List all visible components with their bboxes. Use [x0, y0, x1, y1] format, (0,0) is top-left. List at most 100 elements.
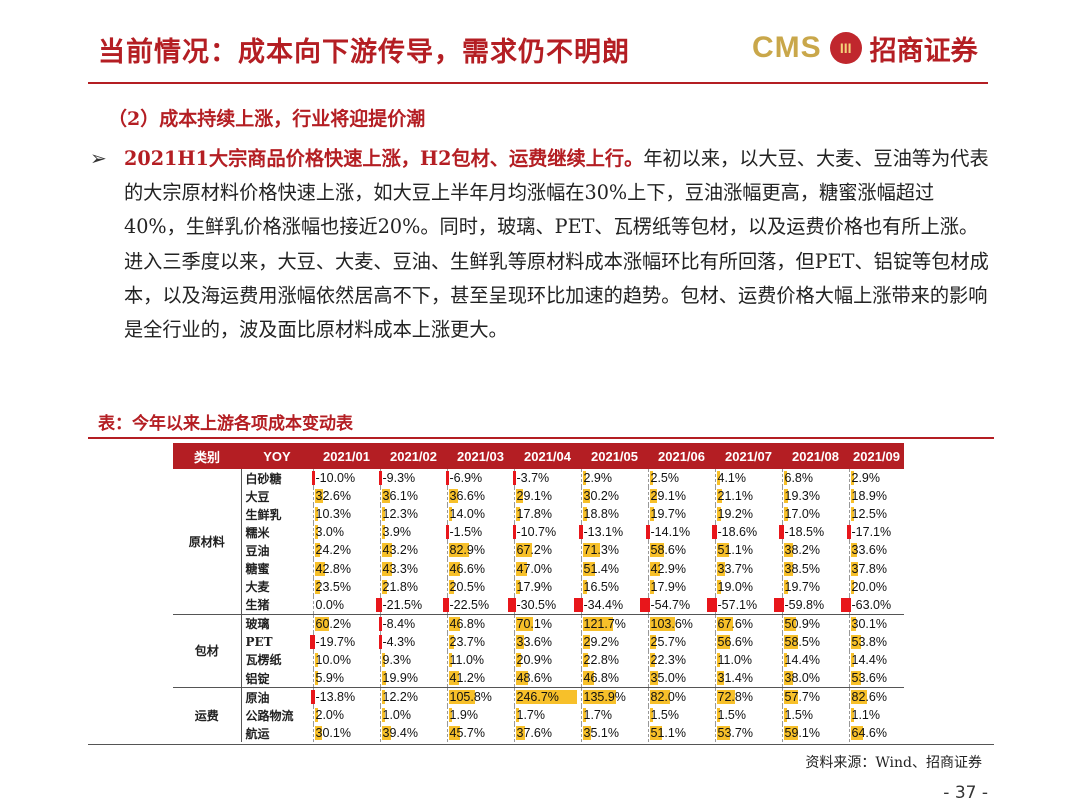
value-cell: 29.2% [580, 632, 648, 651]
item-label: 豆油 [245, 543, 270, 558]
value-cell: 30.1% [848, 613, 904, 633]
value-text: 1.0% [382, 708, 412, 723]
value-cell: 23.5% [312, 577, 380, 596]
value-cell: -63.0% [840, 595, 904, 615]
value-cell: -59.8% [773, 595, 849, 615]
data-bar [448, 616, 461, 631]
value-cell: 33.7% [714, 559, 782, 578]
value-text: 50.9% [784, 616, 820, 631]
data-bar [515, 652, 521, 667]
data-bar [445, 471, 449, 486]
value-cell: 43.2% [379, 541, 447, 560]
value-text: 1.5% [650, 708, 680, 723]
value-text: 43.3% [382, 561, 418, 576]
data-bar [716, 507, 722, 522]
data-bar [840, 597, 851, 612]
data-bar [311, 690, 315, 705]
data-bar [381, 652, 385, 667]
data-bar [850, 671, 862, 686]
value-cell: 41.2% [446, 669, 514, 688]
value-text: -1.5% [449, 525, 483, 540]
value-cell: -8.4% [378, 613, 447, 633]
value-text: 57.7% [784, 690, 820, 705]
value-cell: 38.0% [781, 669, 849, 688]
value-text: -6.9% [449, 471, 483, 486]
value-text: 105.8% [449, 690, 492, 705]
value-cell: 53.8% [848, 632, 904, 651]
data-bar [582, 671, 595, 686]
value-text: 29.1% [650, 489, 686, 504]
value-text: -13.1% [583, 525, 624, 540]
value-cell: 10.3% [312, 505, 380, 524]
data-bar [314, 507, 318, 522]
data-bar [381, 671, 387, 686]
header-divider [88, 82, 988, 84]
value-cell: 19.7% [647, 505, 715, 524]
value-text: 29.1% [516, 489, 552, 504]
value-cell: -13.8% [311, 687, 380, 707]
data-bar [515, 579, 520, 594]
bullet-arrow-icon: ➢ [90, 146, 107, 170]
value-text: 41.2% [449, 671, 485, 686]
value-text: 36.1% [382, 489, 418, 504]
value-cell: 35.0% [647, 669, 715, 688]
table-title: 表：今年以来上游各项成本变动表 [98, 414, 353, 434]
value-cell: -3.7% [512, 469, 581, 488]
value-cell: 103.6% [647, 613, 715, 633]
value-cell: 121.7% [580, 613, 648, 633]
value-cell: 3.9% [379, 523, 447, 542]
value-text: 2.9% [583, 471, 613, 486]
data-bar [646, 525, 650, 540]
value-cell: 1.0% [379, 706, 447, 725]
data-bar [582, 708, 586, 723]
data-bar [778, 525, 784, 540]
value-cell: 19.2% [714, 505, 782, 524]
value-text: 3.0% [315, 525, 345, 540]
value-cell: 36.6% [446, 487, 514, 506]
value-text: 14.0% [449, 507, 485, 522]
value-cell: 10.0% [312, 650, 380, 670]
value-cell: 14.4% [848, 650, 904, 670]
data-bar [783, 634, 798, 649]
data-bar [448, 690, 475, 705]
value-text: 3.9% [382, 525, 412, 540]
value-cell: -4.3% [378, 632, 447, 651]
value-cell: 17.0% [781, 505, 849, 524]
value-cell: 23.7% [446, 632, 514, 651]
item-label: 白砂糖 [245, 471, 282, 486]
data-bar [448, 507, 452, 522]
data-bar [716, 616, 734, 631]
value-cell: 22.8% [580, 650, 648, 670]
data-bar [448, 579, 454, 594]
paragraph-body: 年初以来，以大豆、大麦、豆油等为代表的大宗原材料价格快速上涨，如大豆上半年月均涨… [124, 147, 989, 342]
value-text: -10.7% [516, 525, 557, 540]
data-bar [381, 690, 385, 705]
value-text: 67.2% [516, 543, 552, 558]
value-text: 42.8% [315, 561, 351, 576]
table-body: 原材料 白砂糖 -10.0% -9.3% -6.9% -3.7% 2.9% 2.5% 4.1% 6… [173, 469, 904, 743]
column-header: 2021/03 [447, 443, 514, 469]
logo-mark-icon: III [829, 32, 862, 64]
value-text: 60.2% [315, 616, 351, 631]
value-cell: 46.6% [446, 559, 514, 578]
value-text: 103.6% [650, 616, 693, 631]
value-text: 0.0% [315, 597, 345, 612]
value-text: 1.5% [717, 708, 747, 723]
data-bar [582, 634, 590, 649]
value-text: 46.6% [449, 561, 485, 576]
data-bar [850, 652, 854, 667]
data-bar [448, 671, 459, 686]
value-text: -54.7% [650, 597, 691, 612]
value-text: 48.6% [516, 671, 552, 686]
column-header: 2021/08 [782, 443, 849, 469]
data-bar [716, 726, 730, 741]
value-text: 1.7% [583, 708, 613, 723]
value-cell: 22.3% [647, 650, 715, 670]
data-bar [716, 652, 720, 667]
value-cell: 19.7% [781, 577, 849, 596]
value-text: 2.0% [315, 708, 345, 723]
data-bar [716, 690, 735, 705]
table-row: 运费 原油 -13.8% 12.2% 105.8% 246.7% 135.9% 82.0% 72… [173, 687, 904, 743]
value-text: 19.0% [717, 579, 753, 594]
value-text: 2.9% [851, 471, 881, 486]
